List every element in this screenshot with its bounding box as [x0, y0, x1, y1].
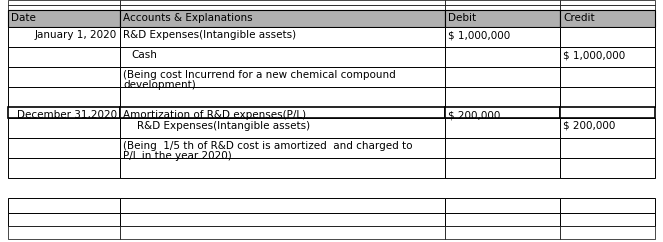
- Text: R&D Expenses(Intangible assets): R&D Expenses(Intangible assets): [137, 121, 310, 131]
- Bar: [120, 226, 445, 239]
- Bar: [8, 138, 120, 158]
- Bar: [560, 87, 655, 107]
- Text: January 1, 2020: January 1, 2020: [34, 30, 117, 40]
- Bar: [8, 0, 120, 5]
- Bar: [8, 107, 120, 118]
- Bar: [445, 67, 560, 87]
- Bar: [120, 213, 445, 226]
- Bar: [120, 5, 445, 10]
- Bar: [445, 27, 560, 47]
- Bar: [120, 138, 445, 158]
- Bar: [560, 67, 655, 87]
- Bar: [445, 226, 560, 239]
- Bar: [8, 5, 120, 10]
- Bar: [560, 0, 655, 5]
- Bar: [445, 138, 560, 158]
- Bar: [8, 10, 120, 27]
- Bar: [560, 226, 655, 239]
- Bar: [120, 118, 445, 138]
- Text: $ 200,000: $ 200,000: [448, 110, 501, 120]
- Bar: [560, 138, 655, 158]
- Bar: [120, 47, 445, 67]
- Bar: [445, 118, 560, 138]
- Bar: [8, 213, 120, 226]
- Bar: [445, 107, 560, 118]
- Bar: [445, 47, 560, 67]
- Text: P/L in the year 2020): P/L in the year 2020): [123, 151, 232, 161]
- Bar: [8, 67, 120, 87]
- Bar: [445, 0, 560, 5]
- Bar: [560, 47, 655, 67]
- Text: $ 200,000: $ 200,000: [563, 121, 615, 131]
- Bar: [560, 107, 655, 118]
- Bar: [8, 27, 120, 47]
- Bar: [445, 198, 560, 213]
- Bar: [560, 27, 655, 47]
- Bar: [120, 87, 445, 107]
- Text: Cash: Cash: [131, 50, 157, 60]
- Bar: [120, 198, 445, 213]
- Text: (Being  1/5 th of R&D cost is amortized  and charged to: (Being 1/5 th of R&D cost is amortized a…: [123, 141, 412, 151]
- Bar: [8, 226, 120, 239]
- Text: development): development): [123, 80, 196, 90]
- Bar: [120, 67, 445, 87]
- Bar: [8, 118, 120, 138]
- Text: Debit: Debit: [448, 13, 476, 23]
- Text: R&D Expenses(Intangible assets): R&D Expenses(Intangible assets): [123, 30, 296, 40]
- Bar: [8, 47, 120, 67]
- Text: $ 1,000,000: $ 1,000,000: [448, 30, 511, 40]
- Bar: [120, 27, 445, 47]
- Text: December 31,2020: December 31,2020: [17, 110, 117, 120]
- Bar: [560, 158, 655, 178]
- Bar: [560, 198, 655, 213]
- Bar: [120, 10, 445, 27]
- Bar: [120, 158, 445, 178]
- Bar: [445, 213, 560, 226]
- Bar: [8, 198, 120, 213]
- Bar: [445, 87, 560, 107]
- Text: (Being cost Incurrend for a new chemical compound: (Being cost Incurrend for a new chemical…: [123, 70, 396, 80]
- Bar: [445, 10, 560, 27]
- Bar: [560, 118, 655, 138]
- Text: $ 1,000,000: $ 1,000,000: [563, 50, 625, 60]
- Text: Accounts & Explanations: Accounts & Explanations: [123, 13, 253, 23]
- Text: Amortization of R&D expenses(P/L): Amortization of R&D expenses(P/L): [123, 110, 306, 120]
- Bar: [8, 158, 120, 178]
- Bar: [560, 5, 655, 10]
- Bar: [120, 0, 445, 5]
- Text: Credit: Credit: [563, 13, 595, 23]
- Bar: [445, 158, 560, 178]
- Bar: [560, 10, 655, 27]
- Bar: [8, 87, 120, 107]
- Bar: [445, 5, 560, 10]
- Bar: [120, 107, 445, 118]
- Bar: [560, 213, 655, 226]
- Text: Date: Date: [11, 13, 36, 23]
